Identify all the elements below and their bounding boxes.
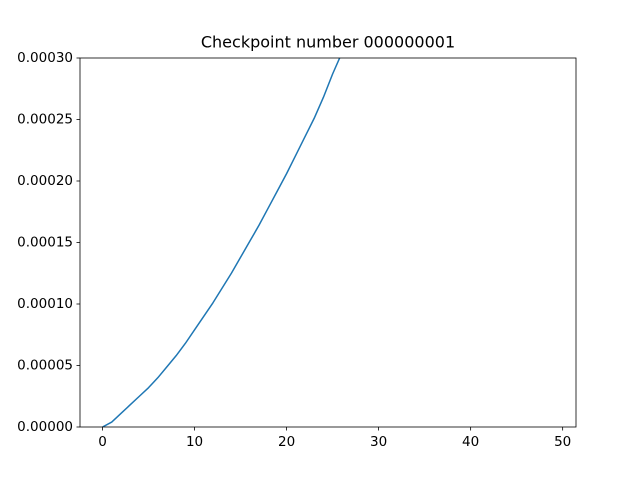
x-tick-label: 10 [186,434,203,450]
y-tick-label: 0.00015 [17,235,73,251]
x-tick-label: 50 [554,434,571,450]
x-tick-label: 0 [98,434,107,450]
chart-title: Checkpoint number 000000001 [201,33,455,52]
y-tick-label: 0.00020 [17,173,73,189]
line-series [102,58,341,427]
y-tick-label: 0.00030 [17,50,73,66]
plot-frame [79,57,577,428]
x-tick-label: 20 [278,434,295,450]
y-tick-label: 0.00025 [17,112,73,128]
y-tick-label: 0.00010 [17,296,73,312]
x-tick-label: 40 [462,434,479,450]
x-tick-label: 30 [370,434,387,450]
plot-area [102,58,341,427]
y-tick-label: 0.00005 [17,358,73,374]
y-tick-label: 0.00000 [17,419,73,435]
